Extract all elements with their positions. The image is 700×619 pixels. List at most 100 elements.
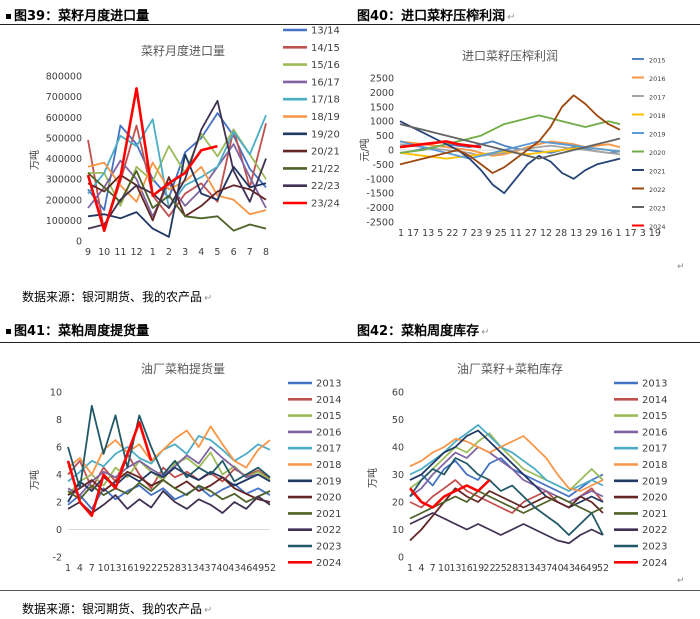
return-mark: ↵: [204, 605, 213, 616]
c40-ylabel: 元/吨: [358, 138, 371, 161]
c42-xtick-label: 40: [552, 563, 564, 574]
c39-legend-label: 20/21: [311, 147, 340, 158]
c39-ytick-label: 300000: [46, 175, 82, 186]
fig39-header: 图39：菜籽月度进口量: [6, 5, 149, 24]
c40-series-line: [399, 94, 621, 174]
c41-legend-label: 2013: [316, 379, 341, 390]
c40-legend-label: 2021: [649, 168, 666, 176]
c41-series-line: [67, 446, 271, 496]
c42-ytick-label: 10: [392, 525, 404, 536]
c40-ytick-label: -2000: [366, 203, 394, 214]
c40-chart: 进口菜籽压榨利润 -2500 -2000 -1500 -1000 -500 0 500 1000…: [358, 48, 666, 239]
c41-series-line: [67, 404, 271, 490]
c42-xtick-label: 13: [449, 563, 461, 574]
c41-legend-label: 2020: [316, 493, 341, 504]
fig39-title: 图39：菜籽月度进口量: [14, 9, 150, 24]
c41-ytick-label: 8: [56, 415, 62, 426]
fig41-header: 图41：菜粕周度提货量: [6, 320, 149, 339]
c42-legend-label: 2015: [642, 411, 667, 422]
c40-ytick-label: 2500: [370, 74, 394, 85]
c41-xtick-label: 19: [133, 563, 145, 574]
c42-ytick-label: 20: [392, 498, 404, 509]
c40-legend-label: 2018: [649, 112, 666, 120]
c42-series-line: [409, 479, 491, 509]
c40-legend-label: 2015: [649, 57, 666, 65]
c42-legend-label: 2024: [642, 558, 667, 569]
c41-xtick-label: 22: [145, 563, 157, 574]
c41-legend-label: 2022: [316, 525, 341, 536]
c41-ytick-label: 10: [50, 388, 62, 399]
c40-series-line: [399, 140, 482, 149]
c39-legend-label: 21/22: [311, 164, 340, 175]
c40-legend-label: 2019: [649, 131, 666, 139]
bullet-square-icon: [6, 14, 11, 19]
c40-legend-label: 2023: [649, 205, 666, 213]
c42-xtick-label: 28: [506, 563, 518, 574]
c42-xtick-label: 4: [418, 563, 424, 574]
c39-ytick-label: 0: [76, 237, 82, 248]
c41-xtick-label: 40: [216, 563, 228, 574]
c41-xtick-label: 7: [89, 563, 95, 574]
middle-rule: [0, 342, 700, 343]
c42-xtick-label: 37: [540, 563, 552, 574]
c41-series-line: [67, 479, 271, 503]
c40-legend-label: 2020: [649, 149, 666, 157]
c42-legend-label: 2023: [642, 542, 667, 553]
c41-xtick-label: 1: [65, 563, 71, 574]
bullet-square-icon: [6, 329, 11, 334]
c39-ytick-label: 600000: [46, 113, 82, 124]
c41-legend-label: 2024: [316, 558, 341, 569]
c40-ytick-label: 2000: [370, 88, 394, 99]
c42-legend-label: 2021: [642, 509, 667, 520]
c42-xtick-label: 43: [563, 563, 575, 574]
c41-xtick-label: 37: [205, 563, 217, 574]
c42-series-line: [409, 490, 604, 520]
c39-series-line: [87, 161, 267, 216]
c39-legend-label: 17/18: [311, 95, 340, 106]
fig40-header: 图40：进口菜籽压榨利润 ↵: [357, 5, 515, 24]
c41-legend-label: 2014: [316, 395, 341, 406]
c39-legend-label: 16/17: [311, 77, 340, 88]
c41-xtick-label: 28: [169, 563, 181, 574]
c42-xtick-label: 7: [430, 563, 436, 574]
c41-legend-label: 2016: [316, 427, 341, 438]
c39-ytick-label: 200000: [46, 195, 82, 206]
c41-legend-label: 2015: [316, 411, 341, 422]
c41-xtick-label: 31: [181, 563, 193, 574]
c41-title: 油厂菜粕提货量: [141, 361, 225, 376]
c40-ytick-label: 500: [376, 131, 394, 142]
c39-legend-label: 23/24: [311, 199, 340, 210]
c42-legend-label: 2014: [642, 395, 667, 406]
c41-ytick-label: -2: [53, 553, 62, 564]
c39-ytick-label: 100000: [46, 216, 82, 227]
return-mark: ↵: [507, 12, 516, 23]
c39-xtick-label: 9: [85, 247, 91, 258]
c42-ytick-label: 30: [392, 470, 404, 481]
c39-series-line: [86, 87, 218, 232]
c42-series-line: [409, 457, 604, 536]
c42-xtick-label: 46: [574, 563, 586, 574]
c42-legend-label: 2019: [642, 476, 667, 487]
c41-ytick-label: 2: [56, 498, 62, 509]
c39-xtick-label: 12: [130, 247, 142, 258]
c39-series-line: [87, 170, 267, 232]
c42-ytick-label: 50: [392, 415, 404, 426]
source-note-bottom: 数据来源：银河期货、我的农产品 ↵: [22, 600, 212, 617]
fig40-title: 图40：进口菜籽压榨利润: [357, 9, 506, 24]
c42-ylabel: 万吨: [366, 468, 379, 488]
source-text-bottom: 数据来源：银河期货、我的农产品: [22, 602, 203, 616]
c42-xtick-label: 1: [407, 563, 413, 574]
c39-title: 菜籽月度进口量: [141, 43, 225, 58]
c41-ytick-label: 4: [56, 470, 62, 481]
c39-xtick-label: 6: [231, 247, 237, 258]
c42-ytick-label: 0: [398, 553, 404, 564]
c39-xtick-label: 4: [198, 247, 204, 258]
c42-xtick-label: 16: [461, 563, 473, 574]
c39-legend-label: 18/19: [311, 112, 340, 123]
c40-ytick-label: -500: [372, 160, 394, 171]
c41-legend-label: 2018: [316, 460, 341, 471]
c39-ylabel: 万吨: [28, 150, 41, 170]
c41-legend-label: 2023: [316, 542, 341, 553]
c40-ytick-label: 1000: [370, 117, 394, 128]
